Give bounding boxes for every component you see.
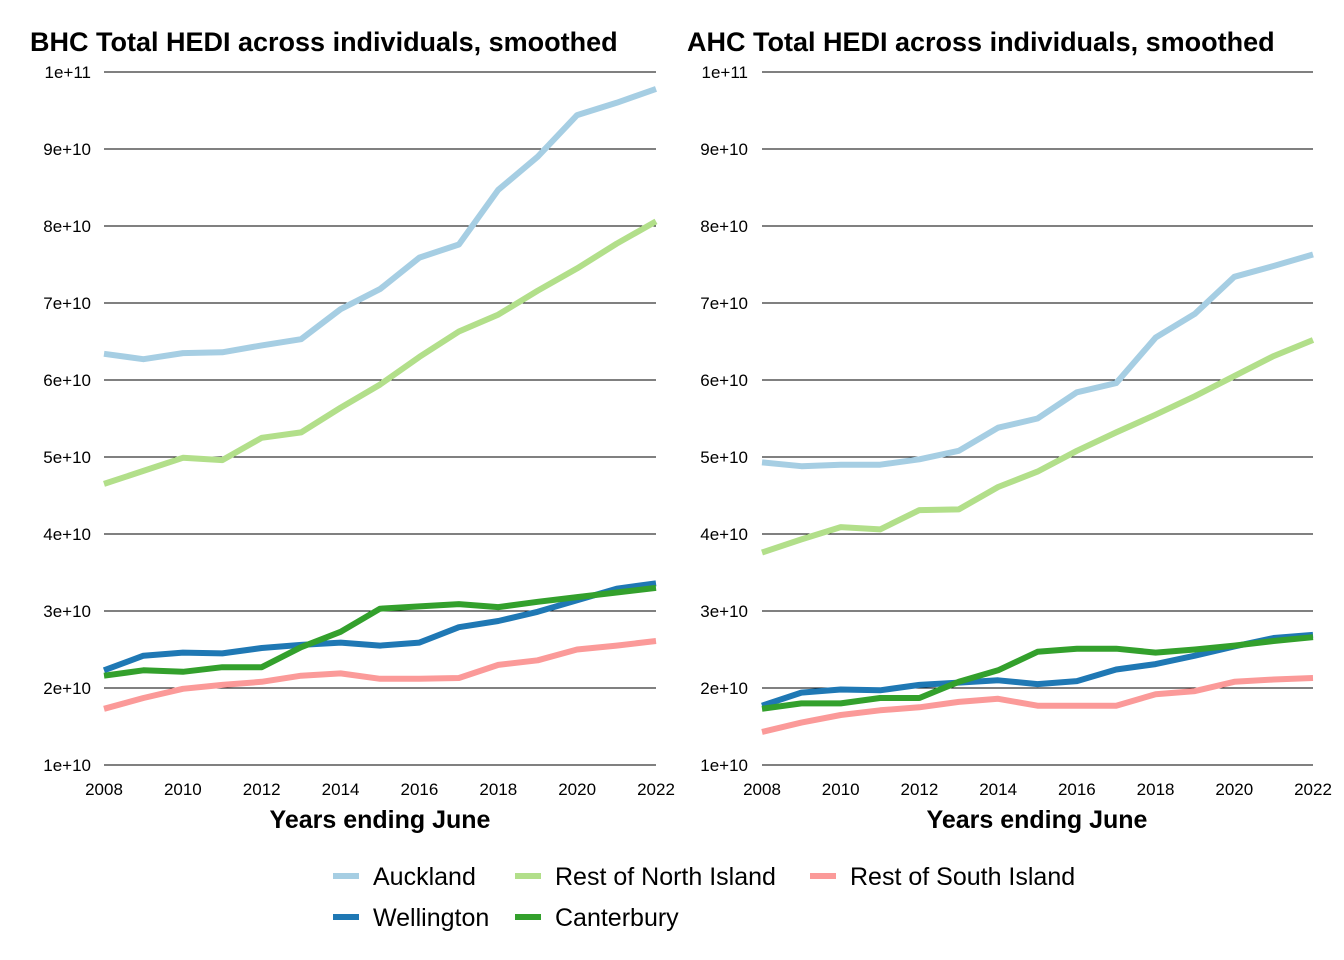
legend-item-rest-of-north-island: Rest of North Island — [515, 863, 776, 891]
y-tick-label: 1e+10 — [43, 756, 91, 775]
series-line-auckland — [103, 86, 657, 363]
x-tick-label: 2014 — [979, 780, 1017, 799]
series-line-rest-of-north-island — [103, 218, 658, 487]
chart-title: AHC Total HEDI across individuals, smoot… — [687, 27, 1275, 57]
x-tick-label: 2010 — [164, 780, 202, 799]
y-tick-label: 1e+11 — [702, 63, 748, 82]
x-tick-label: 2008 — [85, 780, 123, 799]
ahc-chart-panel: AHC Total HEDI across individuals, smoot… — [687, 27, 1332, 834]
series-line-rest-of-south-island — [761, 675, 1314, 735]
y-tick-label: 4e+10 — [43, 525, 91, 544]
series-line-canterbury — [103, 584, 657, 679]
y-tick-label: 2e+10 — [43, 679, 91, 698]
y-tick-label: 3e+10 — [43, 602, 91, 621]
x-tick-label: 2008 — [743, 780, 781, 799]
x-tick-label: 2022 — [637, 780, 675, 799]
legend-label: Wellington — [373, 904, 489, 932]
y-tick-label: 4e+10 — [700, 525, 748, 544]
y-tick-label: 3e+10 — [700, 602, 748, 621]
chart-title: BHC Total HEDI across individuals, smoot… — [30, 27, 618, 57]
legend-item-canterbury: Canterbury — [515, 904, 679, 932]
legend-item-wellington: Wellington — [333, 904, 489, 932]
x-tick-label: 2016 — [401, 780, 439, 799]
x-tick-label: 2012 — [901, 780, 939, 799]
x-tick-label: 2012 — [243, 780, 281, 799]
x-tick-label: 2014 — [322, 780, 360, 799]
y-tick-label: 5e+10 — [43, 448, 91, 467]
series-line-wellington — [102, 580, 657, 674]
x-tick-label: 2020 — [1215, 780, 1253, 799]
y-tick-label: 9e+10 — [700, 140, 748, 159]
y-tick-label: 7e+10 — [700, 294, 748, 313]
chart-legend: Auckland Rest of North Island Rest of Sout… — [333, 863, 1075, 932]
x-tick-label: 2020 — [558, 780, 596, 799]
series-line-auckland — [761, 251, 1314, 470]
legend-item-rest-of-south-island: Rest of South Island — [810, 863, 1075, 891]
x-tick-label: 2022 — [1294, 780, 1332, 799]
y-tick-label: 5e+10 — [700, 448, 748, 467]
legend-label: Auckland — [373, 863, 476, 891]
series-line-rest-of-north-island — [761, 337, 1315, 556]
y-tick-label: 8e+10 — [700, 217, 748, 236]
series-line-rest-of-south-island — [103, 638, 657, 712]
series-line-canterbury — [761, 634, 1314, 712]
y-tick-label: 1e+10 — [700, 756, 748, 775]
x-axis-title: Years ending June — [927, 806, 1148, 834]
x-tick-label: 2016 — [1058, 780, 1096, 799]
y-tick-label: 6e+10 — [43, 371, 91, 390]
y-tick-label: 9e+10 — [43, 140, 91, 159]
y-tick-label: 1e+11 — [45, 63, 91, 82]
x-tick-label: 2018 — [479, 780, 517, 799]
legend-label: Rest of North Island — [555, 863, 776, 891]
y-tick-label: 6e+10 — [700, 371, 748, 390]
legend-item-auckland: Auckland — [333, 863, 476, 891]
x-tick-label: 2018 — [1137, 780, 1175, 799]
y-tick-label: 2e+10 — [700, 679, 748, 698]
bhc-chart-panel: BHC Total HEDI across individuals, smoot… — [30, 27, 675, 834]
legend-label: Canterbury — [555, 904, 679, 932]
y-tick-label: 7e+10 — [43, 294, 91, 313]
y-tick-label: 8e+10 — [43, 217, 91, 236]
legend-label: Rest of South Island — [850, 863, 1075, 891]
x-tick-label: 2010 — [822, 780, 860, 799]
x-axis-title: Years ending June — [270, 806, 491, 834]
